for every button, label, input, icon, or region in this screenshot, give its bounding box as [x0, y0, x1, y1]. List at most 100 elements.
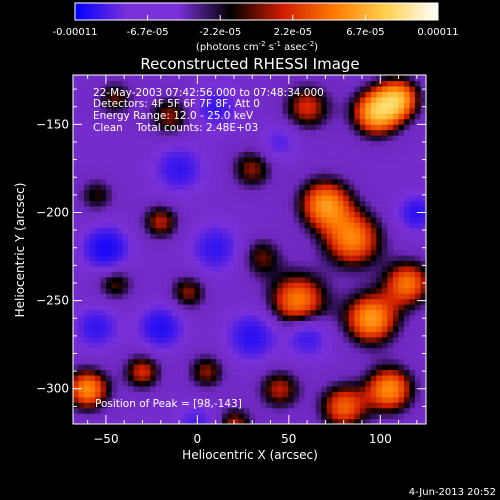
- heatmap-cell: [144, 211, 151, 218]
- heatmap-cell: [133, 320, 140, 327]
- heatmap-cell: [73, 244, 80, 251]
- heatmap-cell: [260, 304, 267, 311]
- heatmap-cell: [232, 118, 240, 125]
- heatmap-cell: [370, 407, 377, 414]
- heatmap-cell: [414, 287, 422, 294]
- heatmap-cell: [227, 314, 234, 321]
- heatmap-cell: [183, 102, 190, 109]
- heatmap-cell: [166, 254, 173, 261]
- heatmap-cell: [260, 140, 267, 147]
- heatmap-cell: [321, 298, 328, 305]
- heatmap-cell: [337, 249, 344, 256]
- heatmap-cell: [310, 342, 317, 349]
- heatmap-image: [73, 75, 426, 424]
- heatmap-cell: [232, 385, 240, 392]
- heatmap-cell: [288, 107, 295, 114]
- heatmap-cell: [100, 309, 107, 316]
- heatmap-cell: [117, 96, 124, 103]
- heatmap-cell: [183, 216, 190, 223]
- heatmap-cell: [155, 145, 162, 152]
- heatmap-cell: [321, 227, 328, 234]
- heatmap-cell: [78, 282, 85, 289]
- heatmap-cell: [161, 358, 168, 365]
- heatmap-cell: [277, 96, 284, 103]
- heatmap-cell: [293, 385, 300, 392]
- heatmap-cell: [188, 200, 195, 207]
- heatmap-cell: [238, 265, 245, 272]
- heatmap-cell: [299, 271, 306, 278]
- heatmap-cell: [166, 129, 173, 136]
- heatmap-cell: [260, 325, 267, 332]
- heatmap-cell: [199, 254, 206, 261]
- heatmap-cell: [271, 189, 278, 196]
- heatmap-cell: [111, 151, 118, 158]
- heatmap-cell: [271, 85, 278, 92]
- heatmap-cell: [73, 374, 80, 381]
- heatmap-cell: [266, 293, 273, 300]
- heatmap-cell: [166, 167, 173, 174]
- heatmap-cell: [89, 309, 96, 316]
- heatmap-cell: [260, 200, 267, 207]
- colorbar-tick-label: -2.2e-05: [199, 27, 241, 38]
- heatmap-cell: [150, 282, 157, 289]
- heatmap-cell: [387, 309, 394, 316]
- heatmap-cell: [321, 118, 328, 125]
- heatmap-cell: [299, 244, 306, 251]
- heatmap-cell: [210, 238, 218, 245]
- heatmap-cell: [365, 353, 372, 360]
- heatmap-cell: [381, 113, 388, 120]
- heatmap-cell: [177, 244, 184, 251]
- heatmap-cell: [304, 298, 311, 305]
- heatmap-cell: [414, 91, 422, 98]
- heatmap-cell: [144, 260, 151, 267]
- heatmap-cell: [238, 233, 245, 240]
- heatmap-cell: [420, 205, 426, 212]
- heatmap-cell: [315, 260, 322, 267]
- heatmap-cell: [381, 184, 388, 191]
- heatmap-cell: [221, 396, 229, 403]
- heatmap-cell: [199, 194, 206, 202]
- heatmap-cell: [205, 276, 212, 283]
- heatmap-cell: [106, 151, 113, 158]
- heatmap-cell: [332, 271, 339, 278]
- heatmap-cell: [299, 407, 306, 414]
- heatmap-cell: [199, 336, 206, 343]
- heatmap-cell: [293, 124, 300, 131]
- heatmap-cell: [409, 85, 416, 92]
- heatmap-cell: [216, 336, 223, 343]
- heatmap-cell: [365, 238, 372, 245]
- heatmap-cell: [337, 276, 344, 283]
- heatmap-cell: [293, 205, 300, 212]
- heatmap-cell: [106, 380, 113, 387]
- heatmap-cell: [144, 391, 151, 398]
- heatmap-cell: [150, 249, 157, 256]
- heatmap-cell: [144, 134, 151, 142]
- heatmap-cell: [420, 336, 426, 343]
- heatmap-cell: [100, 85, 107, 92]
- heatmap-cell: [232, 184, 240, 191]
- heatmap-cell: [420, 216, 426, 223]
- heatmap-cell: [194, 276, 201, 283]
- heatmap-cell: [89, 91, 96, 98]
- heatmap-cell: [359, 407, 366, 414]
- heatmap-cell: [78, 113, 85, 120]
- heatmap-cell: [282, 156, 289, 163]
- heatmap-cell: [128, 222, 135, 229]
- heatmap-cell: [139, 227, 146, 234]
- heatmap-cell: [420, 418, 426, 424]
- heatmap-cell: [216, 233, 223, 240]
- heatmap-cell: [166, 413, 173, 420]
- heatmap-cell: [420, 265, 426, 272]
- heatmap-cell: [150, 276, 157, 283]
- heatmap-cell: [238, 407, 245, 414]
- heatmap-cell: [370, 173, 377, 180]
- heatmap-cell: [277, 151, 284, 158]
- heatmap-cell: [199, 211, 206, 218]
- heatmap-cell: [414, 233, 422, 240]
- heatmap-cell: [409, 418, 416, 424]
- heatmap-cell: [376, 407, 383, 414]
- heatmap-cell: [95, 145, 102, 152]
- heatmap-cell: [260, 369, 267, 376]
- heatmap-cell: [221, 227, 229, 234]
- heatmap-cell: [293, 167, 300, 174]
